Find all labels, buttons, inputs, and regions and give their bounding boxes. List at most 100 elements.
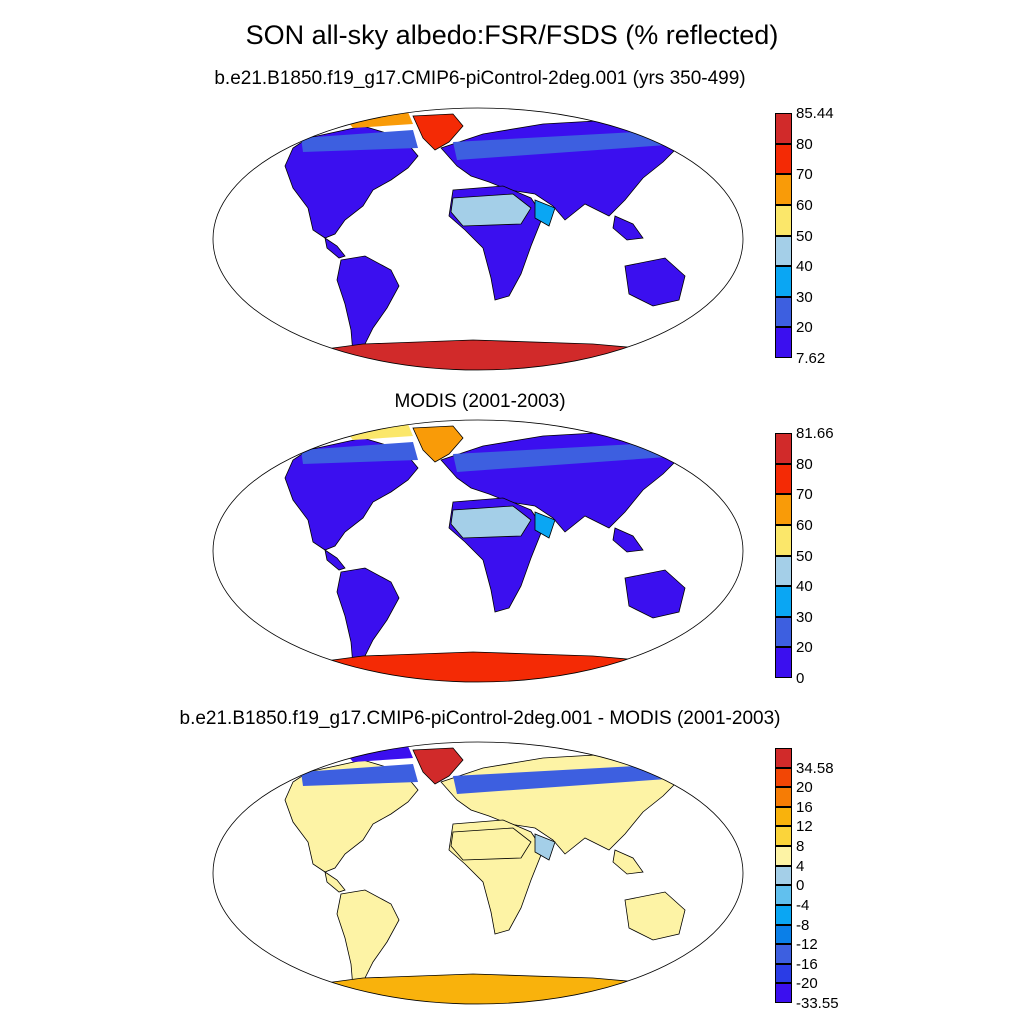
panel-subtitle: MODIS (2001-2003) (394, 391, 566, 412)
continents (251, 746, 715, 1004)
colorbar-swatch (775, 616, 792, 648)
map-outline (212, 107, 744, 371)
landmass-northAmerica (284, 759, 419, 873)
colorbar: -33.55 -20 -16 -12 -8 -4 0 4 8 12 16 20 34.58 (775, 748, 839, 1011)
arctic-islands (343, 746, 413, 762)
map-outline (212, 741, 744, 1005)
colorbar-tick-label: 20 (796, 779, 813, 797)
colorbar-tick-label: 80 (796, 135, 813, 153)
colorbar-tick-label: 0 (796, 670, 805, 687)
landmass-sahara (450, 193, 532, 227)
world-map (212, 107, 744, 371)
continents (251, 424, 715, 682)
colorbar-tick-label: 85.44 (796, 105, 834, 122)
colorbar-swatch (775, 113, 792, 144)
landmass-centralAm (324, 237, 346, 259)
map-land-layer (251, 746, 715, 1004)
colorbar-tick-label: 70 (796, 166, 813, 184)
colorbar-swatch (775, 787, 792, 807)
landmass-greenland (412, 425, 464, 463)
panel-subtitle: b.e21.B1850.f19_g17.CMIP6-piControl-2deg… (179, 708, 781, 729)
colorbar-tick-label: 60 (796, 516, 813, 534)
colorbar-tick-label: 7.62 (796, 350, 826, 367)
colorbar-tick-label: 40 (796, 578, 813, 596)
colorbar-swatch (775, 296, 792, 328)
colorbar-swatch (775, 924, 792, 945)
landmass-centralAm (324, 549, 346, 571)
panel-subtitle: b.e21.B1850.f19_g17.CMIP6-piControl-2deg… (214, 68, 746, 89)
arctic-band-eurasia (453, 442, 681, 472)
colorbar-swatch (775, 904, 792, 925)
colorbar-tick-label: -8 (796, 916, 810, 934)
colorbar-tick-label: -4 (796, 896, 810, 914)
colorbar-swatch (775, 944, 792, 964)
colorbar: 7.62 20 30 40 50 60 70 80 85.44 (775, 106, 834, 366)
colorbar-tick-label: 34.58 (796, 759, 834, 777)
colorbar-tick-label: 8 (796, 838, 805, 856)
landmass-greenland (412, 747, 464, 785)
landmass-northAmerica (284, 437, 419, 551)
colorbar-swatch (775, 204, 792, 236)
colorbar-swatch (775, 327, 792, 358)
main-title: SON all-sky albedo:FSR/FSDS (% reflected… (245, 20, 779, 50)
colorbar-tick-label: 0 (796, 877, 805, 895)
colorbar-tick-label: 80 (796, 455, 813, 473)
colorbar-swatch (775, 586, 792, 617)
colorbar-tick-label: -12 (796, 936, 818, 954)
landmass-sahara (450, 827, 532, 861)
landmass-centralAm (324, 871, 346, 893)
colorbar-tick-label: 12 (796, 818, 813, 836)
colorbar-swatch (775, 143, 792, 175)
colorbar-tick-label: -20 (796, 975, 818, 993)
landmass-sahara (450, 505, 532, 539)
colorbar-swatch (775, 767, 792, 788)
map-land-layer (251, 424, 715, 682)
colorbar-swatch (775, 433, 792, 464)
landmass-greenland (412, 113, 464, 151)
arctic-band-america (301, 442, 418, 464)
landmass-australia (624, 569, 686, 619)
colorbar-tick-label: 40 (796, 258, 813, 276)
colorbar-swatch (775, 983, 792, 1003)
colorbar-tick-label: 60 (796, 196, 813, 214)
colorbar-tick-label: 70 (796, 486, 813, 504)
colorbar-swatch (775, 524, 792, 556)
colorbar-swatch (775, 494, 792, 525)
landmass-arabia (534, 199, 556, 227)
colorbar-tick-label: 81.66 (796, 425, 834, 442)
colorbar-swatch (775, 963, 792, 984)
panel-modis: MODIS (2001-2003) 0 20 30 40 50 60 70 80 81.66 (212, 391, 834, 687)
colorbar-swatch (775, 266, 792, 297)
landmass-southAmerica (336, 889, 400, 989)
colorbar-tick-label: -33.55 (796, 995, 839, 1012)
colorbar-tick-label: 50 (796, 547, 813, 565)
map-outline (212, 419, 744, 683)
landmass-southAmerica (336, 567, 400, 667)
colorbar-tick-label: 20 (796, 319, 813, 337)
colorbar-swatch (775, 463, 792, 495)
arctic-band-eurasia (453, 130, 681, 160)
colorbar-swatch (775, 748, 792, 768)
arctic-band-eurasia (453, 764, 681, 794)
colorbar-swatch (775, 555, 792, 587)
colorbar-swatch (775, 826, 792, 847)
landmass-southAmerica (336, 255, 400, 355)
arctic-band-america (301, 764, 418, 786)
landmass-northAmerica (284, 125, 419, 239)
colorbar-tick-label: 4 (796, 857, 805, 875)
landmass-antarctica (251, 973, 715, 1004)
landmass-seAsia (612, 527, 644, 553)
landmass-arabia (534, 833, 556, 861)
colorbar-tick-label: 50 (796, 227, 813, 245)
landmass-australia (624, 891, 686, 941)
colorbar-swatch (775, 235, 792, 267)
colorbar-swatch (775, 806, 792, 827)
world-map (212, 419, 744, 683)
colorbar-swatch (775, 846, 792, 866)
landmass-arabia (534, 511, 556, 539)
colorbar-swatch (775, 865, 792, 886)
colorbar-tick-label: 16 (796, 798, 813, 816)
colorbar-tick-label: 20 (796, 639, 813, 657)
